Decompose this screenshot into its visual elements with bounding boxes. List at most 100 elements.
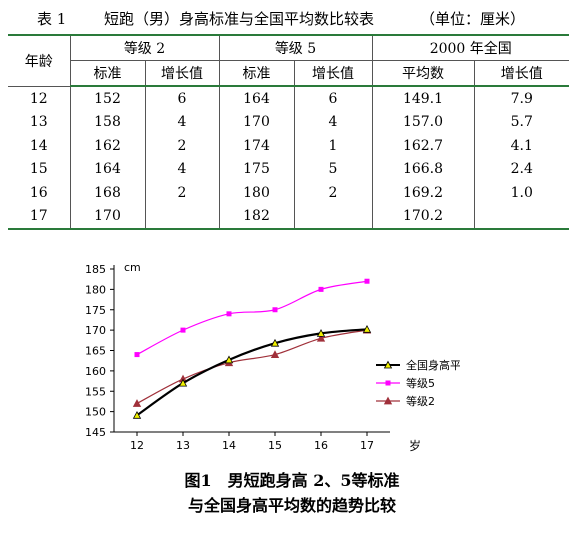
data-point: [132, 410, 142, 419]
table-cell: 174: [218, 134, 295, 158]
y-axis-label: cm: [124, 261, 141, 274]
data-point: [362, 324, 372, 333]
table-cell: 17: [8, 204, 71, 229]
y-tick-label: 150: [85, 406, 106, 419]
legend-label: 等级2: [406, 394, 435, 408]
legend-marker: [383, 360, 393, 369]
data-point: [318, 286, 324, 292]
x-tick-label: 16: [314, 439, 328, 452]
table-unit: （单位：厘米）: [420, 10, 526, 28]
table-cell: 2: [293, 181, 373, 205]
subheader-increase: 增长值: [473, 60, 569, 87]
table-cell: 6: [144, 86, 220, 111]
x-axis-label: 岁: [409, 438, 421, 453]
table-cell: 149.1: [371, 86, 475, 111]
data-point: [134, 352, 140, 358]
table-cell: 4: [144, 157, 220, 181]
x-tick-label: 12: [130, 439, 144, 452]
table-cell: 158: [69, 110, 146, 134]
table-cell: 175: [218, 157, 295, 181]
height-trend-chart: 145 150 155 160 165 170 175 180 185 12 13 14 15 16 17 c…: [85, 261, 460, 453]
subheader-increase: 增长值: [144, 60, 220, 87]
table-cell: 162.7: [371, 134, 475, 158]
x-tick-label: 17: [360, 439, 374, 452]
table-row: 13 158 4 170 4 157.0 5.7: [8, 110, 569, 134]
table-cell: [293, 204, 373, 229]
data-point: [272, 307, 278, 313]
series-line-national: [136, 328, 368, 417]
legend-marker: [385, 380, 391, 386]
table-cell: 13: [8, 110, 71, 134]
table-row: 14 162 2 174 1 162.7 4.1: [8, 134, 569, 158]
table-cell: 1: [293, 134, 373, 158]
data-point: [178, 378, 188, 387]
y-tick-label: 185: [85, 263, 106, 276]
data-point: [270, 350, 280, 358]
data-point: [224, 355, 234, 364]
table-cell: 162: [69, 134, 146, 158]
y-tick-label: 155: [85, 385, 106, 398]
table-cell: 4.1: [473, 134, 569, 158]
subheader-increase: 增长值: [293, 60, 373, 87]
table-row: 16 168 2 180 2 169.2 1.0: [8, 181, 569, 205]
legend-marker: [383, 396, 393, 405]
series-line-level5: [136, 280, 368, 356]
table-cell: 164: [69, 157, 146, 181]
table-cell: 5: [293, 157, 373, 181]
figure-caption-line1: 图1 男短跑身高 2、5等标准: [184, 471, 400, 490]
table-cell: 4: [293, 110, 373, 134]
table-cell: 7.9: [473, 86, 569, 111]
legend-label: 全国身高平均数: [406, 358, 460, 372]
y-tick-label: 170: [85, 324, 106, 337]
figure-caption-line2: 与全国身高平均数的趋势比较: [187, 496, 396, 515]
table-cell: 6: [293, 86, 373, 111]
subheader-average: 平均数: [371, 60, 475, 87]
table-cell: 157.0: [371, 110, 475, 134]
table-cell: 169.2: [371, 181, 475, 205]
table-cell: 164: [218, 86, 295, 111]
y-tick-label: 160: [85, 365, 106, 378]
table-cell: 15: [8, 157, 71, 181]
table-cell: 14: [8, 134, 71, 158]
header-age: 年龄: [8, 35, 71, 87]
data-point: [316, 329, 326, 337]
table-cell: 170.2: [371, 204, 475, 229]
table-cell: 180: [218, 181, 295, 205]
data-point: [226, 311, 232, 317]
height-standard-table: 年龄 等级 2 等级 5 2000 年全国 标准 增长值 标准 增长值 平均数 …: [8, 34, 569, 230]
data-point: [270, 338, 280, 347]
table-cell: 166.8: [371, 157, 475, 181]
table-cell: 12: [8, 86, 71, 111]
table-cell: 170: [69, 204, 146, 229]
table-cell: 168: [69, 181, 146, 205]
table-cell: 1.0: [473, 181, 569, 205]
x-tick-label: 13: [176, 439, 190, 452]
series-line-level2: [136, 329, 368, 405]
table-number: 表 1: [37, 10, 67, 28]
table-cell: 16: [8, 181, 71, 205]
table-row: 17 170 182 170.2: [8, 204, 569, 229]
table-cell: 2: [144, 181, 220, 205]
y-tick-label: 175: [85, 304, 106, 317]
table-cell: 182: [218, 204, 295, 229]
y-tick-label: 145: [85, 426, 106, 439]
y-tick-label: 165: [85, 345, 106, 358]
x-tick-label: 15: [268, 439, 282, 452]
table-cell: 4: [144, 110, 220, 134]
header-group-level5: 等级 5: [218, 35, 373, 61]
table-title: 短跑（男）身高标准与全国平均数比较表: [104, 10, 375, 28]
table-cell: 2.4: [473, 157, 569, 181]
y-tick-label: 180: [85, 283, 106, 296]
subheader-standard: 标准: [218, 60, 295, 87]
data-point: [132, 399, 142, 407]
data-point: [180, 327, 186, 333]
data-point: [316, 333, 326, 342]
table-row: 12 152 6 164 6 149.1 7.9: [8, 86, 569, 111]
table-cell: [473, 204, 569, 229]
table-cell: [144, 204, 220, 229]
table-cell: 2: [144, 134, 220, 158]
table-row: 15 164 4 175 5 166.8 2.4: [8, 157, 569, 181]
subheader-standard: 标准: [70, 60, 146, 87]
header-group-national: 2000 年全国: [371, 35, 569, 61]
data-point: [364, 278, 370, 284]
